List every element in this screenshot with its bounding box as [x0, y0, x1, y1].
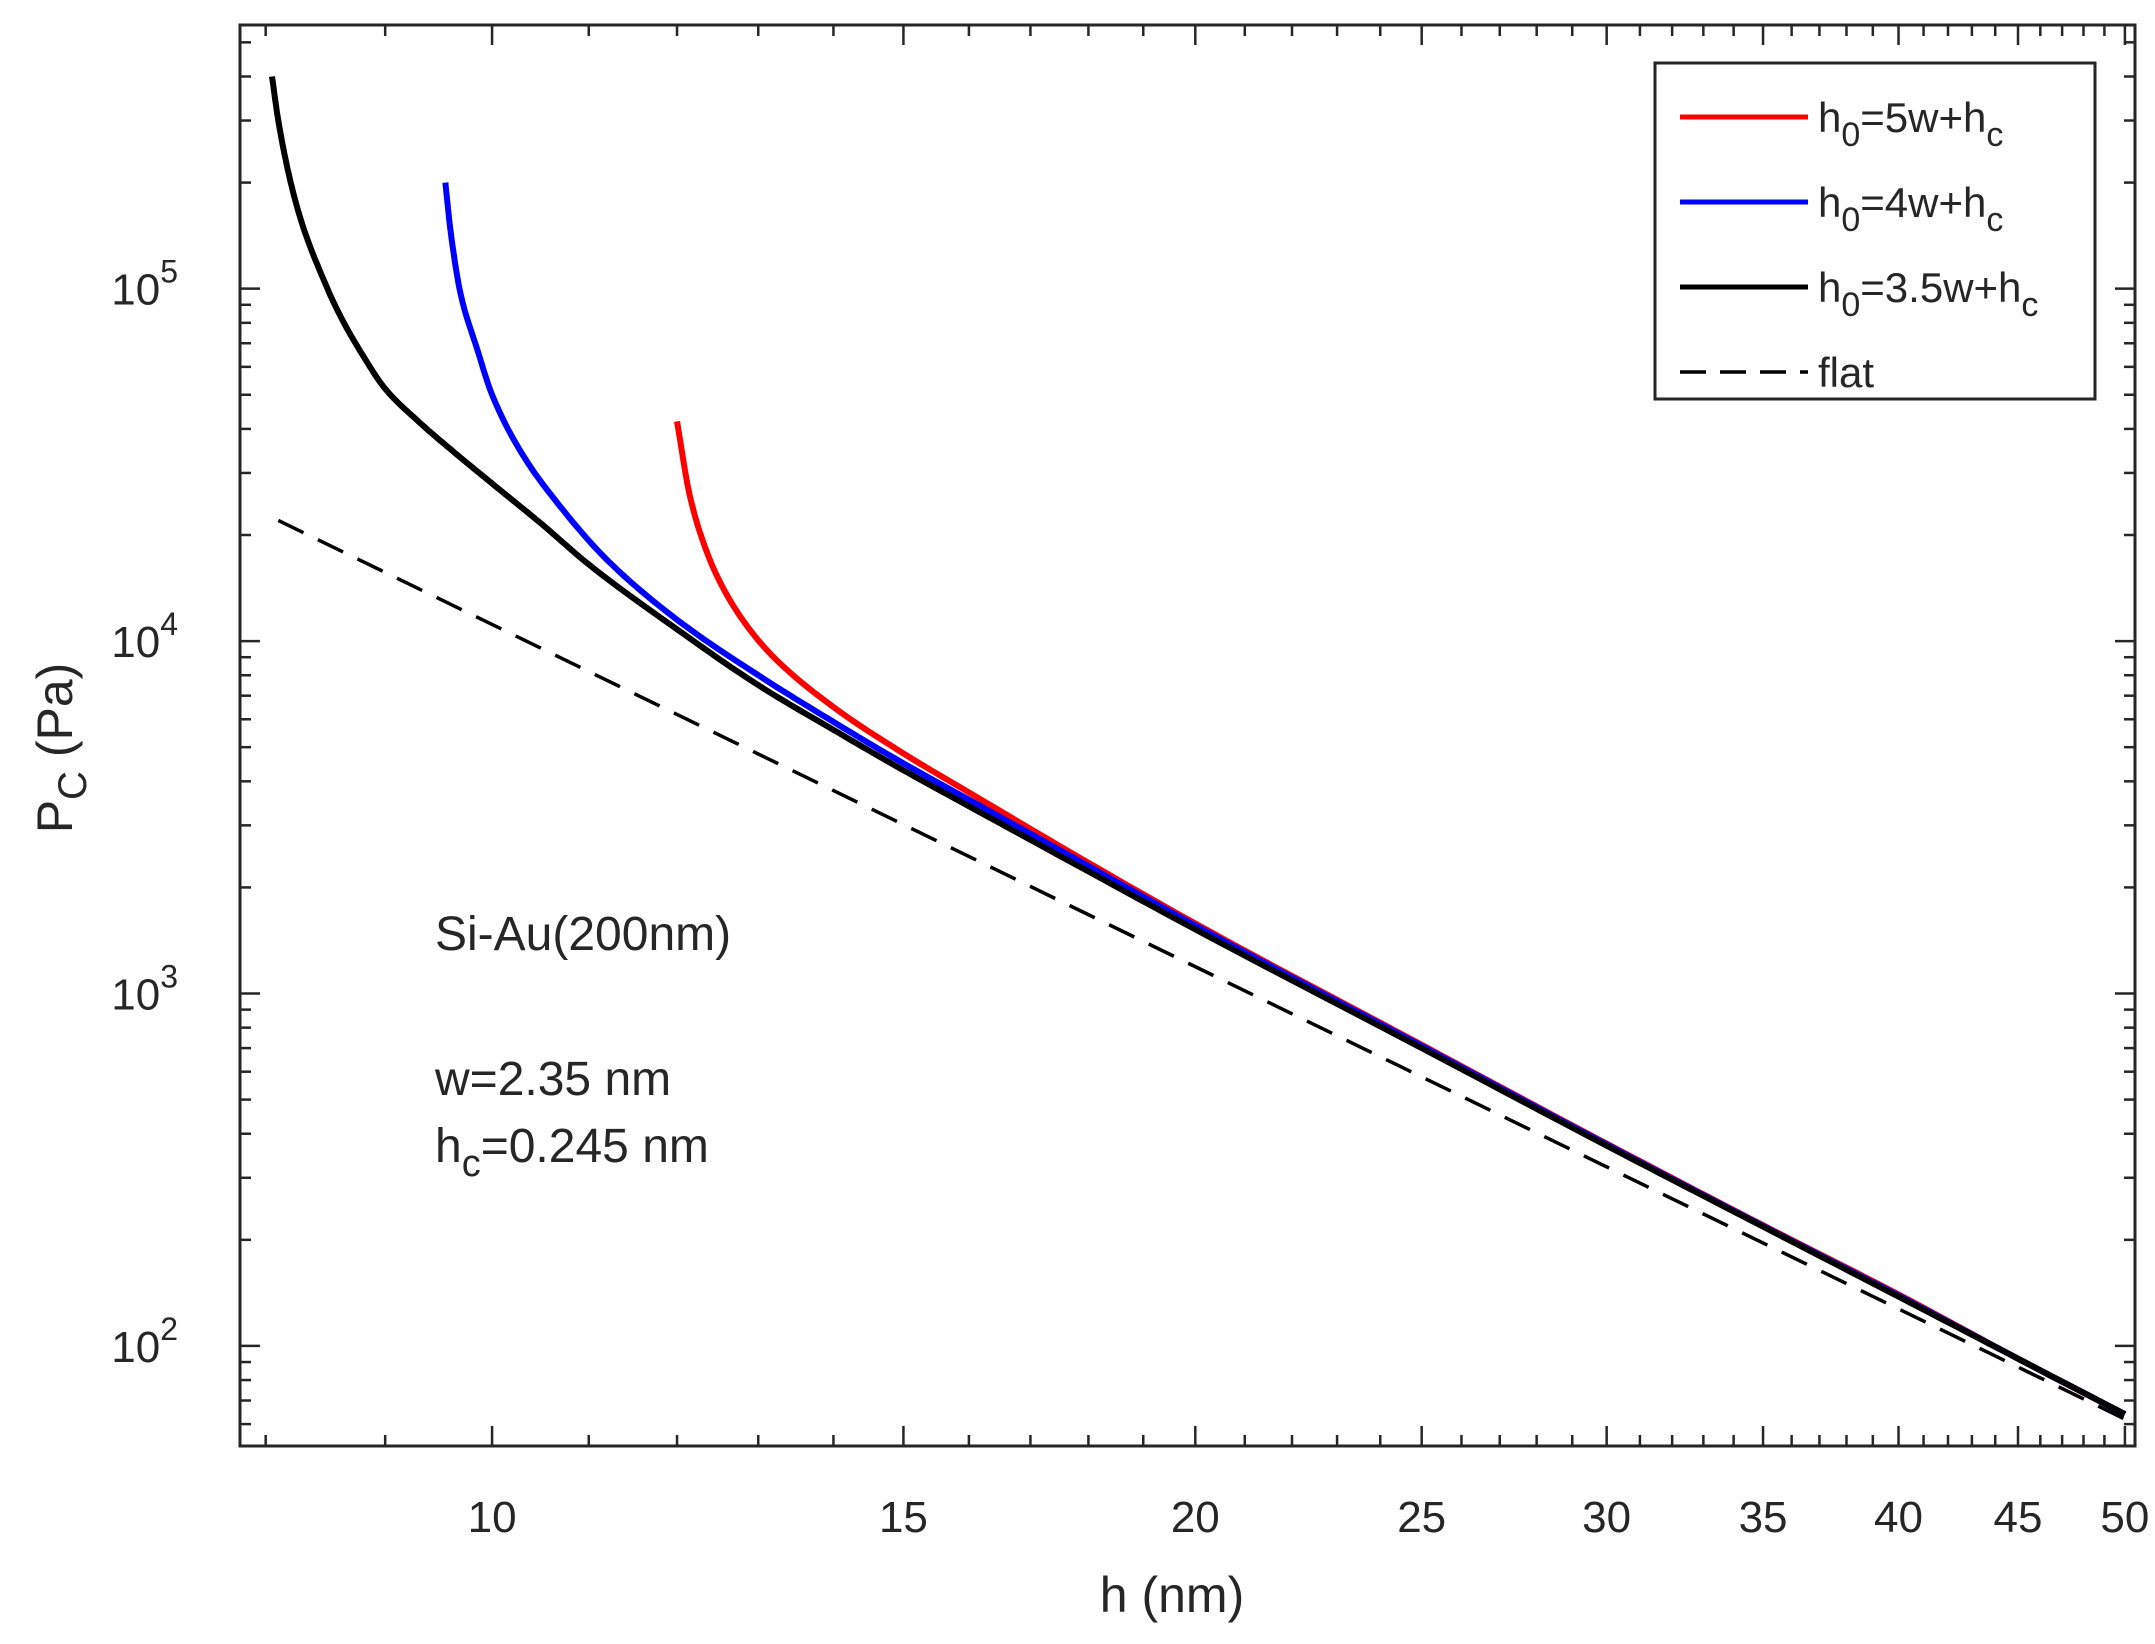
y-tick-label: 105 — [111, 254, 178, 315]
legend-label: h0=3.5w+hc — [1818, 264, 2038, 324]
y-tick-label: 102 — [111, 1311, 178, 1372]
tick-labels: 10 15 20 25 30 35 40 45 50 102 103 104 105 — [111, 254, 2149, 1542]
series-lines — [269, 76, 2127, 1421]
y-tick-label: 104 — [111, 606, 178, 667]
legend-label: flat — [1818, 349, 1874, 396]
y-axis-label: PC (Pa) — [27, 663, 95, 834]
series-line-2 — [269, 76, 2127, 1417]
series-line-3 — [277, 518, 2126, 1421]
legend-label: h0=5w+hc — [1818, 94, 2003, 154]
annotation-w: w=2.35 nm — [434, 1053, 671, 1106]
x-tick-label: 15 — [879, 1493, 928, 1542]
axes-box — [238, 23, 2137, 1448]
x-tick-label: 35 — [1739, 1493, 1788, 1542]
legend: h0=5w+hc h0=4w+hc h0=3.5w+hc flat — [1653, 61, 2097, 401]
x-tick-label: 45 — [1994, 1493, 2043, 1542]
x-tick-label: 30 — [1582, 1493, 1631, 1542]
y-tick-label: 103 — [111, 959, 178, 1020]
annotation-hc: hc=0.245 nm — [435, 1120, 709, 1185]
x-tick-label: 10 — [468, 1493, 517, 1542]
x-tick-label: 40 — [1874, 1493, 1923, 1542]
x-tick-label: 25 — [1397, 1493, 1446, 1542]
x-axis-label: h (nm) — [1100, 1567, 1244, 1623]
x-tick-label: 20 — [1171, 1493, 1220, 1542]
x-tick-label: 50 — [2100, 1493, 2149, 1542]
axis-ticks — [240, 25, 2135, 1446]
legend-label: h0=4w+hc — [1818, 179, 2003, 239]
annotation-material: Si-Au(200nm) — [435, 908, 731, 961]
